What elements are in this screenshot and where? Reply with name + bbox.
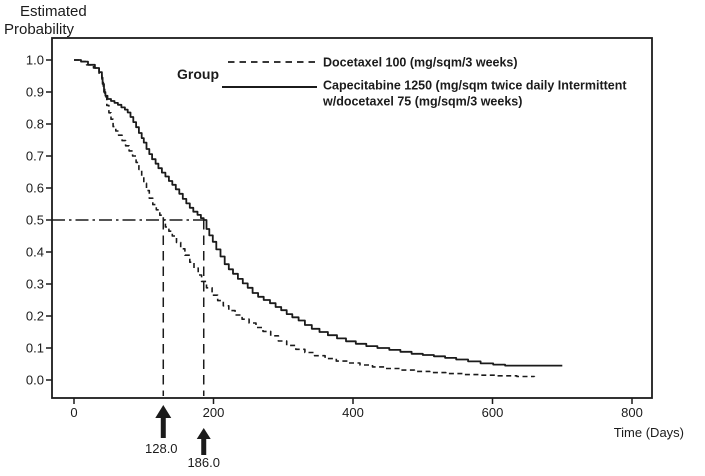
y-tick-label: 0.2: [26, 309, 44, 324]
legend-group-label: Group: [177, 66, 219, 82]
median-arrows: 128.0 186.0: [145, 405, 220, 470]
y-tick-label: 1.0: [26, 53, 44, 68]
y-tick-label: 0.6: [26, 181, 44, 196]
y-axis-title-line2: Probability: [4, 21, 75, 38]
plot-frame: [51, 37, 653, 399]
x-tick-label: 400: [342, 405, 364, 420]
y-tick-label: 0.7: [26, 149, 44, 164]
y-tick-label: 0.9: [26, 85, 44, 100]
x-tick-label: 800: [621, 405, 643, 420]
y-tick-label: 0.3: [26, 277, 44, 292]
median-reference-lines: [52, 219, 205, 396]
legend-label-capecitabine-line2: w/docetaxel 75 (mg/sqm/3 weeks): [322, 95, 522, 109]
median-arrow-icon: [196, 428, 211, 455]
legend-label-docetaxel: Docetaxel 100 (mg/sqm/3 weeks): [323, 56, 518, 70]
median-label: 128.0: [145, 441, 178, 456]
x-axis: 0 200 400 600 800: [70, 398, 643, 420]
x-tick-label: 0: [70, 405, 77, 420]
x-axis-title: Time (Days): [614, 425, 684, 440]
y-axis-title-line1: Estimated: [20, 3, 87, 20]
y-tick-label: 0.0: [26, 373, 44, 388]
median-arrow-icon: [155, 405, 172, 438]
y-tick-label: 0.8: [26, 117, 44, 132]
legend-label-capecitabine-line1: Capecitabine 1250 (mg/sqm twice daily In…: [323, 79, 627, 93]
y-axis: 1.0 0.9 0.8 0.7 0.6 0.5 0.4 0.3 0.2 0.1 0.0: [26, 53, 52, 388]
median-label: 186.0: [187, 455, 220, 470]
x-tick-label: 600: [482, 405, 504, 420]
y-tick-label: 0.4: [26, 245, 44, 260]
series-curve-docetaxel: [74, 59, 536, 378]
series-curve-capecitabine: [74, 59, 563, 367]
x-tick-label: 200: [203, 405, 225, 420]
survival-curves: [74, 59, 563, 378]
y-tick-label: 0.1: [26, 341, 44, 356]
y-tick-label: 0.5: [26, 213, 44, 228]
